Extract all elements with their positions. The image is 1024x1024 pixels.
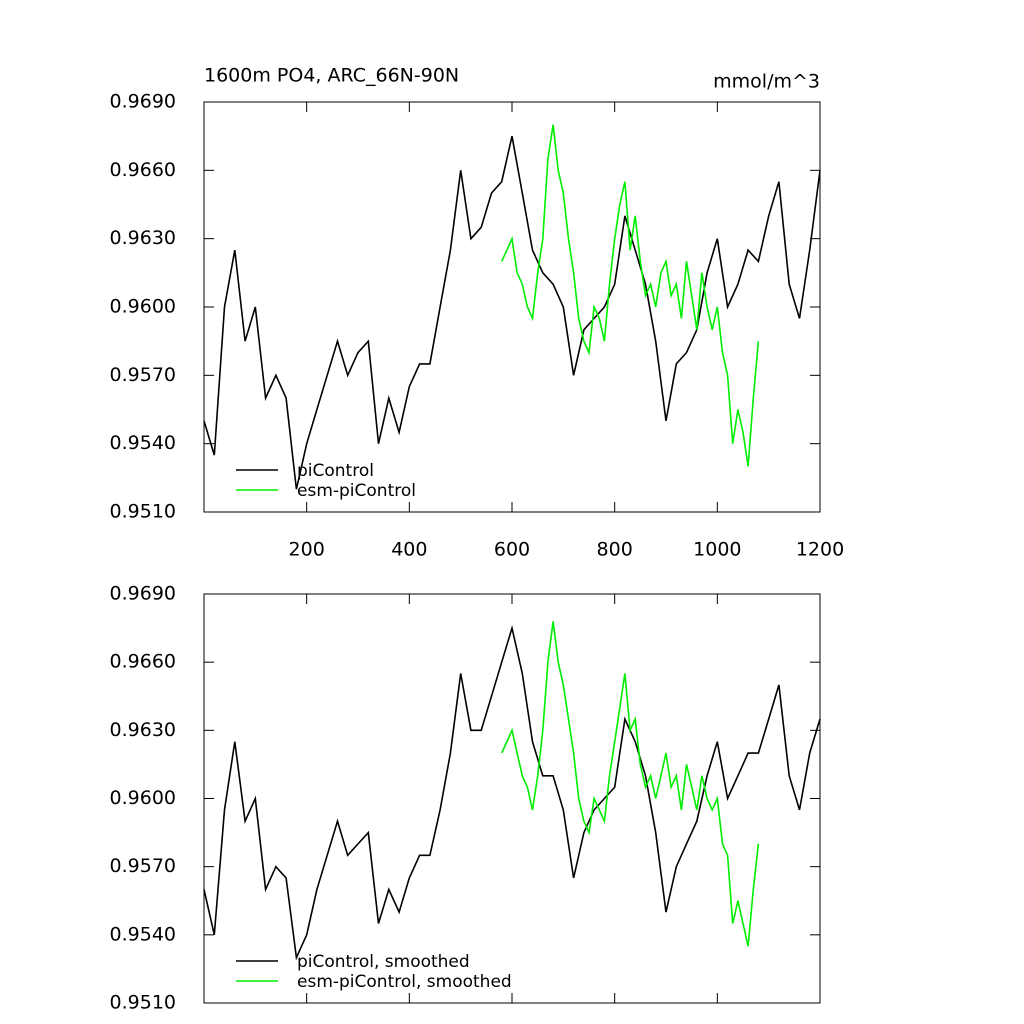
- y-tick-label: 0.9600: [110, 296, 176, 318]
- y-tick-label: 0.9630: [110, 227, 176, 249]
- x-tick-label: 1000: [693, 539, 741, 561]
- chart-title: 1600m PO4, ARC_66N-90N: [204, 65, 459, 87]
- y-tick-label: 0.9540: [110, 923, 176, 945]
- x-tick-label: 400: [391, 539, 427, 561]
- legend-label: piControl, smoothed: [297, 952, 470, 972]
- y-tick-label: 0.9600: [110, 787, 176, 809]
- y-tick-label: 0.9510: [110, 992, 176, 1014]
- y-tick-label: 0.9690: [110, 583, 176, 605]
- y-tick-label: 0.9510: [110, 501, 176, 523]
- x-tick-label: 600: [494, 539, 530, 561]
- y-tick-label: 0.9690: [110, 91, 176, 113]
- x-tick-label: 200: [289, 539, 325, 561]
- units-label: mmol/m^3: [713, 71, 820, 93]
- x-tick-label: 1200: [796, 539, 844, 561]
- y-tick-label: 0.9660: [110, 159, 176, 181]
- x-tick-label: 800: [597, 539, 633, 561]
- y-tick-label: 0.9630: [110, 719, 176, 741]
- series-line: [203, 624, 821, 961]
- series-line: [500, 621, 760, 947]
- legend-label: esm-piControl: [297, 481, 416, 501]
- legend-label: piControl: [297, 461, 374, 481]
- series-line: [500, 124, 760, 467]
- y-tick-label: 0.9660: [110, 651, 176, 673]
- y-tick-label: 0.9570: [110, 855, 176, 877]
- series-line: [203, 136, 821, 490]
- y-tick-label: 0.9570: [110, 364, 176, 386]
- y-tick-label: 0.9540: [110, 432, 176, 454]
- legend-label: esm-piControl, smoothed: [297, 972, 512, 992]
